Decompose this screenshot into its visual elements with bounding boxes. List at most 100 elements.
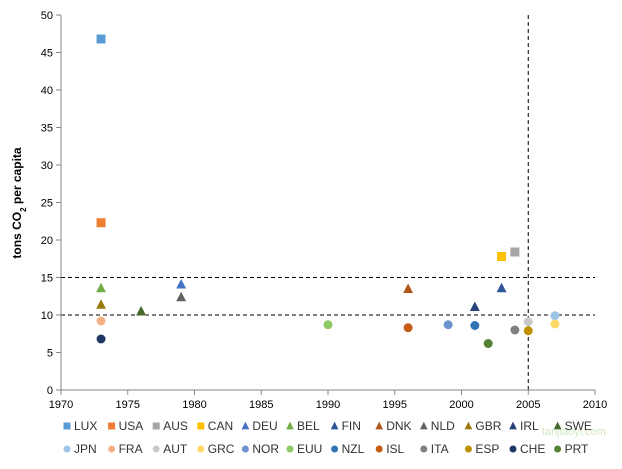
legend-item-grc: GRC bbox=[197, 442, 235, 456]
legend-marker-nor bbox=[241, 445, 249, 453]
legend-item-fra: FRA bbox=[108, 442, 143, 456]
legend-label-aut: AUT bbox=[163, 442, 188, 456]
legend-label-gbr: GBR bbox=[475, 419, 501, 433]
legend-marker-can bbox=[197, 422, 205, 430]
legend-label-fin: FIN bbox=[342, 419, 361, 433]
legend-marker-grc bbox=[197, 445, 205, 453]
x-tick-label: 1990 bbox=[316, 399, 340, 411]
legend-item-aus: AUS bbox=[152, 419, 188, 433]
legend-label-che: CHE bbox=[520, 442, 545, 456]
legend-marker-dnk bbox=[375, 421, 384, 430]
legend-item-prt: PRT bbox=[554, 442, 589, 456]
legend-marker-prt bbox=[554, 445, 562, 453]
legend-item-che: CHE bbox=[509, 442, 545, 456]
watermark-text: tanjiaoyi.com bbox=[542, 426, 606, 438]
legend-label-nor: NOR bbox=[252, 442, 279, 456]
legend-label-nld: NLD bbox=[431, 419, 455, 433]
watermark: tanjiaoyi.com bbox=[542, 426, 606, 438]
x-tick-label: 1980 bbox=[182, 399, 206, 411]
legend-item-ita: ITA bbox=[420, 442, 449, 456]
y-tick-label: 50 bbox=[41, 10, 53, 22]
legend-marker-gbr bbox=[464, 421, 473, 430]
data-point-lux bbox=[96, 34, 106, 44]
data-point-esp bbox=[523, 326, 533, 336]
legend-label-fra: FRA bbox=[119, 442, 143, 456]
data-point-usa bbox=[96, 218, 106, 228]
y-tick-label: 35 bbox=[41, 123, 53, 135]
legend-item-fin: FIN bbox=[330, 419, 361, 433]
legend-item-jpn: JPN bbox=[63, 442, 97, 456]
legend-item-can: CAN bbox=[197, 419, 233, 433]
legend-label-can: CAN bbox=[208, 419, 233, 433]
data-point-fin bbox=[496, 282, 507, 293]
legend-marker-swe bbox=[553, 421, 562, 430]
legend-marker-isl bbox=[375, 445, 383, 453]
y-axis-title: tons CO2 per capita bbox=[10, 147, 28, 258]
x-tick-label: 1975 bbox=[116, 399, 140, 411]
legend-label-jpn: JPN bbox=[74, 442, 97, 456]
legend-item-nld: NLD bbox=[419, 419, 455, 433]
legend-item-bel: BEL bbox=[286, 419, 320, 433]
legend-item-deu: DEU bbox=[241, 419, 278, 433]
data-point-grc bbox=[550, 319, 560, 329]
x-tick-label: 2005 bbox=[516, 399, 540, 411]
data-point-prt bbox=[483, 339, 493, 348]
legend-label-ita: ITA bbox=[431, 442, 449, 456]
data-point-fra bbox=[96, 316, 106, 326]
data-point-nld bbox=[176, 291, 187, 302]
legend-marker-bel bbox=[286, 421, 294, 430]
y-tick-label: 0 bbox=[47, 385, 53, 397]
data-point-dnk bbox=[403, 283, 414, 294]
data-point-aut bbox=[523, 317, 533, 327]
legend-label-grc: GRC bbox=[208, 442, 235, 456]
legend-item-swe: SWE bbox=[553, 419, 592, 433]
legend-marker-nld bbox=[419, 421, 428, 430]
legend-marker-aus bbox=[152, 422, 160, 430]
legend-item-isl: ISL bbox=[375, 442, 405, 456]
reference-lines bbox=[61, 15, 595, 390]
y-tick-label: 45 bbox=[41, 48, 53, 60]
y-tick-label: 5 bbox=[47, 348, 53, 360]
legend-marker-usa bbox=[108, 422, 116, 430]
legend-label-bel: BEL bbox=[297, 419, 320, 433]
legend-marker-fin bbox=[330, 421, 339, 430]
legend-marker-deu bbox=[241, 421, 250, 430]
legend-marker-nzl bbox=[331, 445, 339, 453]
legend-label-deu: DEU bbox=[252, 419, 277, 433]
axes bbox=[56, 14, 596, 395]
data-point-gbr bbox=[96, 299, 106, 309]
data-point-irl bbox=[469, 301, 480, 312]
legend-item-dnk: DNK bbox=[375, 419, 412, 433]
legend-marker-aut bbox=[152, 445, 160, 453]
data-point-isl bbox=[403, 323, 413, 333]
data-point-nor bbox=[443, 320, 453, 330]
legend-label-euu: EUU bbox=[297, 442, 322, 456]
legend-item-nor: NOR bbox=[241, 442, 279, 456]
legend: LUX USA AUS CAN DEU BEL FIN DNK NLD GBR IRL SWE JPN F… bbox=[63, 419, 592, 456]
legend-marker-fra bbox=[108, 445, 116, 453]
data-point-aus bbox=[510, 247, 520, 257]
legend-marker-irl bbox=[509, 421, 517, 430]
legend-label-irl: IRL bbox=[520, 419, 539, 433]
data-point-swe bbox=[136, 305, 147, 316]
legend-marker-che bbox=[509, 445, 517, 453]
legend-label-swe: SWE bbox=[565, 419, 592, 433]
y-tick-label: 40 bbox=[41, 85, 53, 97]
legend-label-isl: ISL bbox=[386, 442, 404, 456]
data-points bbox=[96, 34, 560, 348]
x-tick-label: 1995 bbox=[383, 399, 407, 411]
legend-label-dnk: DNK bbox=[386, 419, 411, 433]
legend-marker-euu bbox=[286, 445, 294, 453]
y-tick-label: 15 bbox=[41, 273, 53, 285]
data-point-che bbox=[96, 334, 106, 344]
legend-item-euu: EUU bbox=[286, 442, 322, 456]
x-tick-label: 1985 bbox=[249, 399, 273, 411]
legend-item-esp: ESP bbox=[464, 442, 499, 456]
legend-item-irl: IRL bbox=[509, 419, 539, 433]
legend-label-prt: PRT bbox=[565, 442, 589, 456]
legend-item-lux: LUX bbox=[63, 419, 97, 433]
legend-label-esp: ESP bbox=[475, 442, 499, 456]
legend-label-nzl: NZL bbox=[342, 442, 365, 456]
legend-marker-esp bbox=[464, 445, 472, 453]
